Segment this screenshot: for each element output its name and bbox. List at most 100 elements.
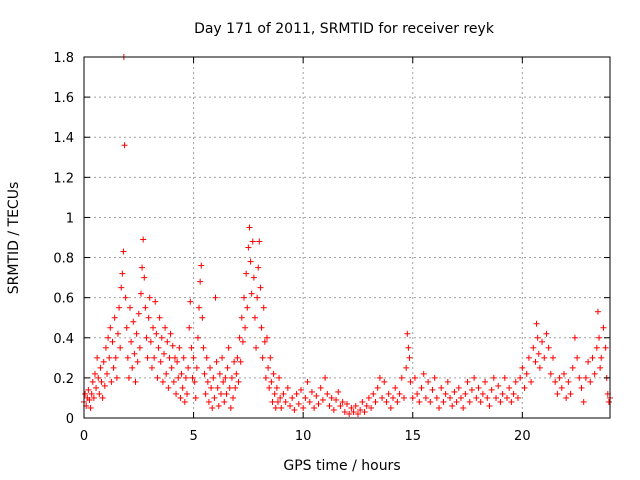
data-point [159, 378, 166, 385]
data-point [363, 402, 370, 409]
data-point [447, 394, 454, 401]
data-point [102, 344, 109, 351]
data-point [291, 406, 298, 413]
data-point [158, 334, 165, 341]
data-point [341, 408, 348, 415]
data-point [361, 408, 368, 415]
data-point [147, 338, 154, 345]
data-point [162, 324, 169, 331]
data-point [411, 374, 418, 381]
data-point [359, 398, 366, 405]
data-point [536, 364, 543, 371]
data-point [593, 344, 600, 351]
data-point [194, 334, 201, 341]
data-point [169, 342, 176, 349]
data-point [249, 238, 256, 245]
data-point [322, 374, 329, 381]
data-point [262, 374, 269, 381]
data-point [582, 374, 589, 381]
data-point [587, 378, 594, 385]
data-point [560, 370, 567, 377]
data-point [271, 390, 278, 397]
data-point [541, 354, 548, 361]
data-point [490, 374, 497, 381]
data-point [244, 304, 251, 311]
data-point [108, 378, 115, 385]
data-point [105, 334, 112, 341]
data-point [273, 384, 280, 391]
data-point [512, 378, 519, 385]
data-point [107, 324, 114, 331]
data-point [517, 374, 524, 381]
data-point [352, 402, 359, 409]
data-point [145, 314, 152, 321]
data-point [95, 374, 102, 381]
data-point [295, 400, 302, 407]
data-point [385, 390, 392, 397]
data-point [484, 394, 491, 401]
data-point [146, 294, 153, 301]
data-point [170, 378, 177, 385]
data-point [287, 402, 294, 409]
data-point [442, 390, 449, 397]
data-point [223, 390, 230, 397]
y-tick-label: 1.8 [53, 51, 74, 66]
data-point [205, 398, 212, 405]
x-tick-label: 5 [189, 429, 197, 444]
data-point [181, 398, 188, 405]
data-point [178, 370, 185, 377]
data-point [255, 264, 262, 271]
data-point [438, 384, 445, 391]
data-point [151, 354, 158, 361]
data-point [213, 358, 220, 365]
data-point [230, 394, 237, 401]
data-point [278, 404, 285, 411]
data-point [228, 374, 235, 381]
data-point [136, 344, 143, 351]
data-point [510, 390, 517, 397]
data-point [131, 350, 138, 357]
data-point [372, 398, 379, 405]
data-point [440, 398, 447, 405]
data-point [141, 274, 148, 281]
data-point [85, 386, 92, 393]
y-tick-label: 1.4 [53, 131, 74, 146]
data-point [116, 304, 123, 311]
data-point [571, 334, 578, 341]
data-point [245, 244, 252, 251]
data-point [436, 404, 443, 411]
data-point [486, 402, 493, 409]
data-point [598, 354, 605, 361]
data-point [251, 314, 258, 321]
y-axis-label: SRMTID / TECUs [6, 182, 22, 295]
data-point [315, 400, 322, 407]
y-tick-label: 0.4 [53, 332, 74, 347]
data-point [104, 370, 111, 377]
x-tick-label: 15 [404, 429, 421, 444]
data-point [591, 370, 598, 377]
data-point [317, 384, 324, 391]
y-tick-label: 0 [66, 412, 74, 427]
data-point [127, 304, 134, 311]
data-point [482, 378, 489, 385]
data-point [265, 364, 272, 371]
data-point [174, 358, 181, 365]
data-point [225, 344, 232, 351]
data-point [563, 394, 570, 401]
data-point [167, 330, 174, 337]
data-point [387, 404, 394, 411]
data-point [313, 392, 320, 399]
grid [84, 57, 610, 418]
data-point [274, 398, 281, 405]
data-point [96, 390, 103, 397]
data-point [605, 398, 612, 405]
data-point [337, 402, 344, 409]
data-point [111, 314, 118, 321]
data-point [457, 394, 464, 401]
data-point [239, 338, 246, 345]
data-point [390, 394, 397, 401]
data-point [416, 398, 423, 405]
data-point [477, 398, 484, 405]
data-point [99, 394, 106, 401]
data-point [214, 384, 221, 391]
